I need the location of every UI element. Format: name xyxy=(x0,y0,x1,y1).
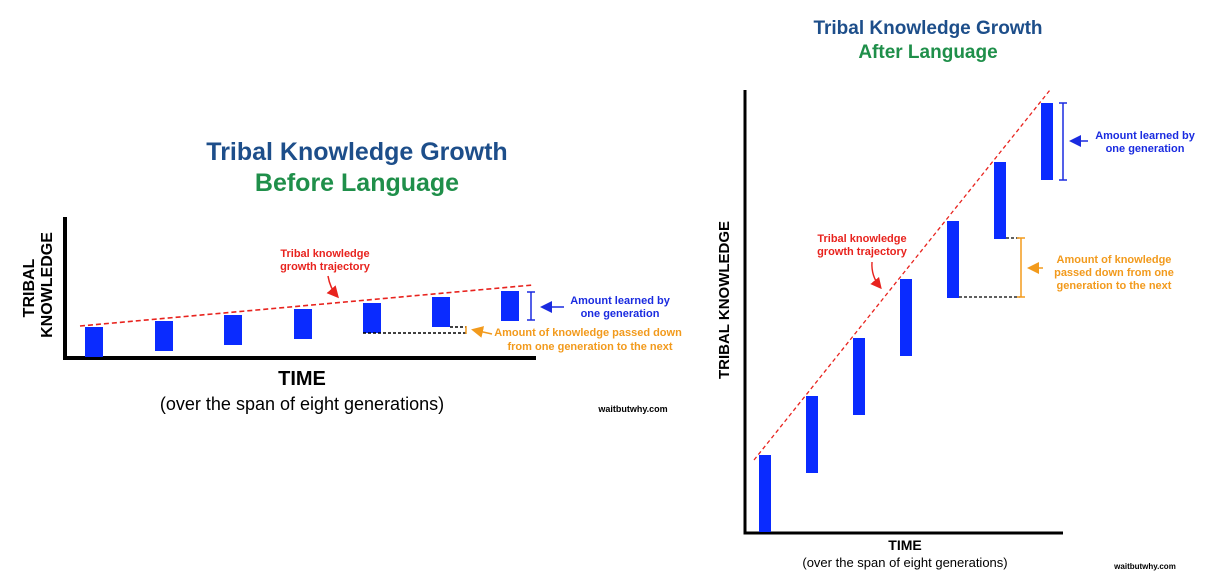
left-learned-label-line2: one generation xyxy=(581,308,660,320)
right-generation-bar xyxy=(806,396,818,473)
left-y-label-line2: KNOWLEDGE xyxy=(39,232,56,338)
right-passed-label-line2: passed down from one xyxy=(1054,267,1174,279)
left-subtitle: Before Language xyxy=(255,169,459,197)
left-generation-bar xyxy=(294,309,312,339)
left-learned-label-line1: Amount learned by xyxy=(570,295,671,307)
left-trajectory-arrow xyxy=(326,275,339,299)
right-panel: Tribal Knowledge Growth After Language T… xyxy=(716,18,1196,571)
left-trajectory-label-line1: Tribal knowledge xyxy=(280,248,369,260)
left-title: Tribal Knowledge Growth xyxy=(206,138,507,166)
left-panel: Tribal Knowledge Growth Before Language … xyxy=(21,138,682,414)
left-passed-label-line1: Amount of knowledge passed down xyxy=(494,327,682,339)
left-trajectory-line xyxy=(79,284,534,327)
right-trajectory-line xyxy=(753,89,1051,461)
left-x-label: TIME xyxy=(278,368,326,390)
left-trajectory-label-line2: growth trajectory xyxy=(280,261,371,273)
right-trajectory-label-line1: Tribal knowledge xyxy=(817,233,906,245)
right-x-label: TIME xyxy=(888,537,921,553)
left-generation-bar xyxy=(432,297,450,327)
right-learned-label-line1: Amount learned by xyxy=(1095,130,1196,142)
right-passed-label-line1: Amount of knowledge xyxy=(1057,254,1172,266)
left-generation-bar xyxy=(224,315,242,345)
right-axes xyxy=(743,90,1063,535)
left-y-label-line1: TRIBAL xyxy=(21,258,38,317)
right-trajectory-label-line2: growth trajectory xyxy=(817,246,908,258)
right-x-sublabel: (over the span of eight generations) xyxy=(802,555,1007,570)
left-generation-bar xyxy=(155,321,173,351)
right-trajectory-arrow xyxy=(870,261,882,290)
right-credit: waitbutwhy.com xyxy=(1113,562,1176,571)
left-x-sublabel: (over the span of eight generations) xyxy=(160,394,444,414)
left-passed-arrow xyxy=(471,326,493,338)
right-generation-bar xyxy=(1041,103,1053,180)
right-generation-bar xyxy=(853,338,865,415)
left-passed-label-line2: from one generation to the next xyxy=(507,341,672,353)
right-y-label: TRIBAL KNOWLEDGE xyxy=(716,221,733,379)
right-subtitle: After Language xyxy=(858,42,997,63)
right-generation-bar xyxy=(947,221,959,298)
left-generation-bar xyxy=(501,291,519,321)
left-generation-bar xyxy=(85,327,103,357)
right-title: Tribal Knowledge Growth xyxy=(813,18,1042,39)
right-generation-bar xyxy=(994,162,1006,239)
left-credit: waitbutwhy.com xyxy=(597,404,667,414)
left-generation-bar xyxy=(363,303,381,333)
right-generation-bar xyxy=(759,455,771,532)
right-generation-bar xyxy=(900,279,912,356)
right-passed-label-line3: generation to the next xyxy=(1057,280,1172,292)
left-axes xyxy=(63,217,536,360)
right-learned-label-line2: one generation xyxy=(1106,143,1185,155)
